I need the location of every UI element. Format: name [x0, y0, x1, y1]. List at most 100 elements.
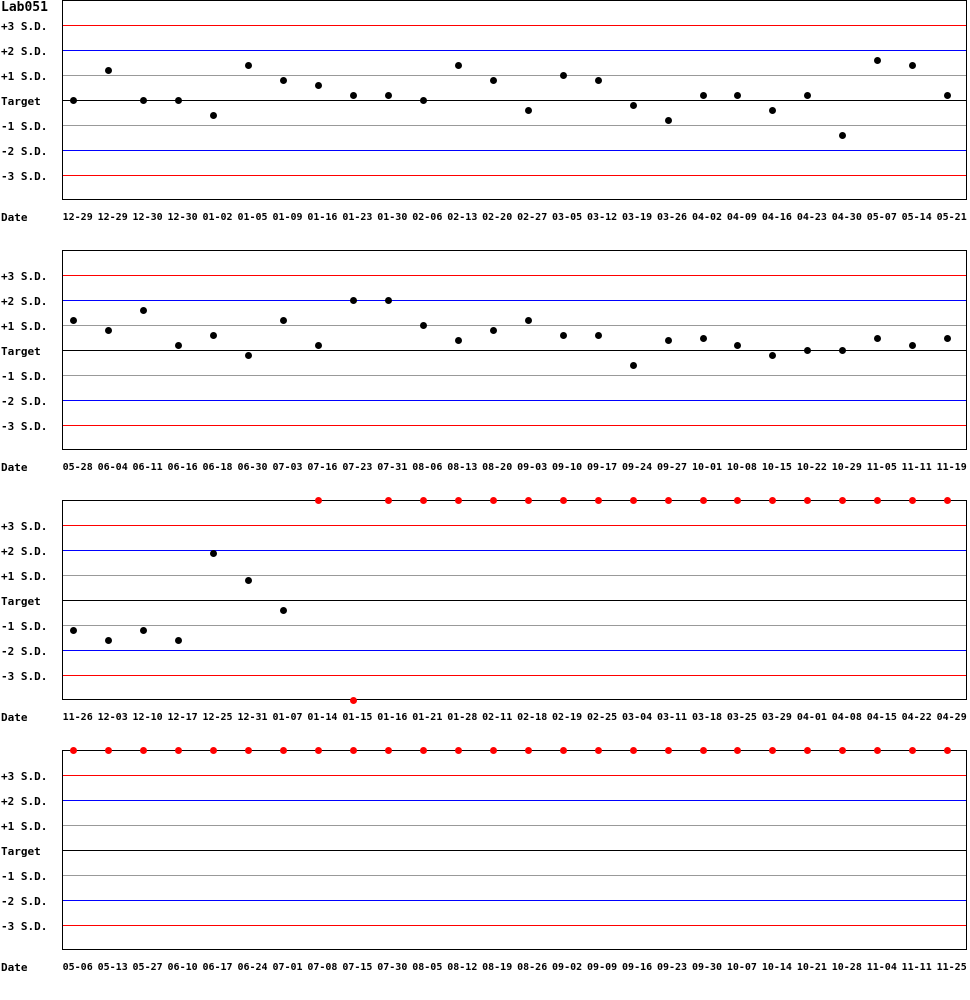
date-axis-label: Date — [1, 211, 28, 224]
data-point — [944, 335, 952, 343]
x-tick-label: 10-22 — [796, 462, 827, 473]
data-point-out-of-range — [140, 746, 148, 754]
x-tick-label: 10-15 — [761, 462, 792, 473]
sd-line-minus2 — [63, 900, 966, 901]
data-point — [419, 96, 427, 104]
x-tick-label: 10-07 — [726, 962, 757, 973]
data-point-out-of-range — [664, 496, 672, 504]
data-point-out-of-range — [175, 746, 183, 754]
x-tick-label: 05-28 — [62, 462, 93, 473]
data-point — [349, 296, 357, 304]
x-tick-label: 09-03 — [517, 462, 548, 473]
x-tick-label: 11-26 — [62, 712, 93, 723]
data-point-out-of-range — [839, 496, 847, 504]
x-tick-label: 06-24 — [237, 962, 268, 973]
sd-line-minus2 — [63, 150, 966, 151]
y-axis-label-+2sd: +2 S.D. — [1, 545, 48, 558]
x-tick-label: 02-13 — [447, 212, 478, 223]
sd-line-plus2 — [63, 550, 966, 551]
date-axis-label: Date — [1, 961, 28, 974]
data-point — [874, 335, 882, 343]
x-tick-label: 02-06 — [412, 212, 443, 223]
data-point — [944, 91, 952, 99]
y-axis-label--2sd: -2 S.D. — [1, 645, 48, 658]
data-point-out-of-range — [944, 496, 952, 504]
x-tick-label: 10-28 — [831, 962, 862, 973]
x-tick-label: 04-23 — [796, 212, 827, 223]
x-tick-label: 04-09 — [726, 212, 757, 223]
data-point — [874, 56, 882, 64]
x-tick-label: 05-14 — [901, 212, 932, 223]
x-tick-label: 11-19 — [936, 462, 967, 473]
sd-line-plus1 — [63, 75, 966, 76]
x-tick-label: 03-19 — [622, 212, 653, 223]
x-tick-label: 07-31 — [377, 462, 408, 473]
data-point — [909, 61, 917, 69]
x-tick-label: 07-30 — [377, 962, 408, 973]
x-tick-label: 03-05 — [552, 212, 583, 223]
data-point — [349, 91, 357, 99]
x-tick-label: 10-29 — [831, 462, 862, 473]
x-tick-label: 01-05 — [237, 212, 268, 223]
x-tick-label: 09-02 — [552, 962, 583, 973]
x-tick-label: 10-01 — [691, 462, 723, 473]
x-tick-label: 04-16 — [761, 212, 792, 223]
plot-area-panel-2 — [62, 250, 967, 450]
data-point — [664, 116, 672, 124]
data-point-out-of-range — [699, 496, 707, 504]
data-point — [314, 341, 322, 349]
data-point — [454, 336, 462, 344]
data-point — [629, 361, 637, 369]
x-tick-label: 01-28 — [447, 712, 478, 723]
data-point — [454, 61, 462, 69]
page-title: Lab051 — [1, 0, 48, 15]
sd-line-minus2 — [63, 650, 966, 651]
x-tick-label: 05-07 — [866, 212, 897, 223]
data-point — [559, 71, 567, 79]
data-point-out-of-range — [734, 746, 742, 754]
data-point-out-of-range — [769, 746, 777, 754]
sd-line-minus1 — [63, 375, 966, 376]
sd-line-minus1 — [63, 125, 966, 126]
data-point-out-of-range — [384, 496, 392, 504]
x-tick-label: 05-13 — [97, 962, 128, 973]
y-axis-label-+2sd: +2 S.D. — [1, 795, 48, 808]
data-point-out-of-range — [839, 746, 847, 754]
x-tick-label: 08-20 — [482, 462, 513, 473]
x-tick-label: 08-05 — [412, 962, 443, 973]
sd-line-plus3 — [63, 775, 966, 776]
x-tick-label: 11-11 — [901, 462, 932, 473]
data-point — [210, 550, 217, 558]
x-tick-label: 02-20 — [482, 212, 513, 223]
x-tick-label: 01-30 — [377, 212, 408, 223]
date-axis-label: Date — [1, 461, 28, 474]
data-point-out-of-range — [419, 496, 427, 504]
data-point-out-of-range — [245, 746, 252, 754]
data-point — [175, 636, 183, 644]
data-point-out-of-range — [210, 746, 217, 754]
data-point — [70, 626, 78, 634]
data-point-out-of-range — [349, 746, 357, 754]
plot-area-panel-4 — [62, 746, 967, 950]
sd-line-minus1 — [63, 625, 966, 626]
x-tick-label: 09-24 — [622, 462, 653, 473]
x-tick-label: 05-27 — [132, 962, 163, 973]
data-point-out-of-range — [70, 746, 78, 754]
x-tick-label: 07-08 — [307, 962, 338, 973]
y-axis-label--2sd: -2 S.D. — [1, 145, 48, 158]
y-axis-label--3sd: -3 S.D. — [1, 170, 48, 183]
x-tick-label: 06-18 — [202, 462, 233, 473]
x-tick-label: 01-02 — [202, 212, 233, 223]
data-point-out-of-range — [594, 746, 602, 754]
x-tick-label: 12-10 — [132, 712, 163, 723]
data-point-out-of-range — [874, 746, 882, 754]
data-point — [804, 346, 812, 354]
x-tick-label: 01-14 — [307, 712, 338, 723]
x-tick-label: 09-27 — [656, 462, 688, 473]
x-tick-label: 08-12 — [447, 962, 478, 973]
y-axis-label-target: Target — [1, 95, 41, 108]
sd-line-plus3 — [63, 25, 966, 26]
y-axis-label-+2sd: +2 S.D. — [1, 295, 48, 308]
sd-line-plus2 — [63, 50, 966, 51]
data-point-out-of-range — [699, 746, 707, 754]
